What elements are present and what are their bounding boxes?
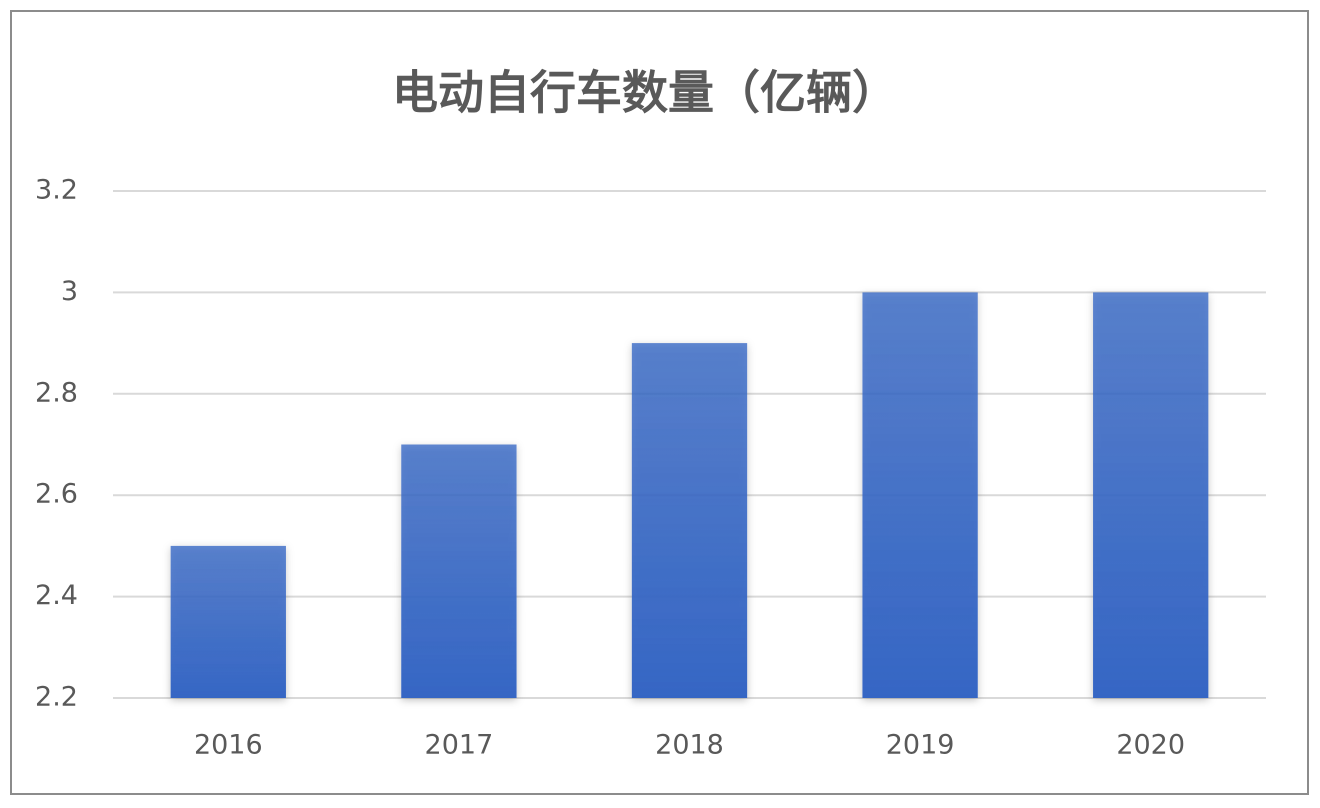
y-tick-label: 2.6: [35, 479, 78, 510]
bar: [170, 545, 286, 698]
bar: [862, 292, 978, 698]
y-tick-label: 2.2: [35, 682, 78, 713]
bar: [401, 444, 517, 698]
y-tick-label: 3: [61, 276, 78, 307]
chart-title: 电动自行车数量（亿辆）: [392, 66, 898, 120]
y-tick-label: 2.4: [35, 580, 78, 611]
x-tick-label: 2017: [425, 730, 494, 761]
bar: [1093, 292, 1209, 698]
x-tick-label: 2019: [886, 730, 955, 761]
y-tick-label: 2.8: [35, 377, 78, 408]
bar: [631, 343, 748, 698]
x-tick-label: 2020: [1116, 730, 1185, 761]
x-tick-label: 2018: [655, 730, 724, 761]
y-tick-label: 3.2: [35, 175, 78, 206]
x-tick-label: 2016: [194, 730, 263, 761]
